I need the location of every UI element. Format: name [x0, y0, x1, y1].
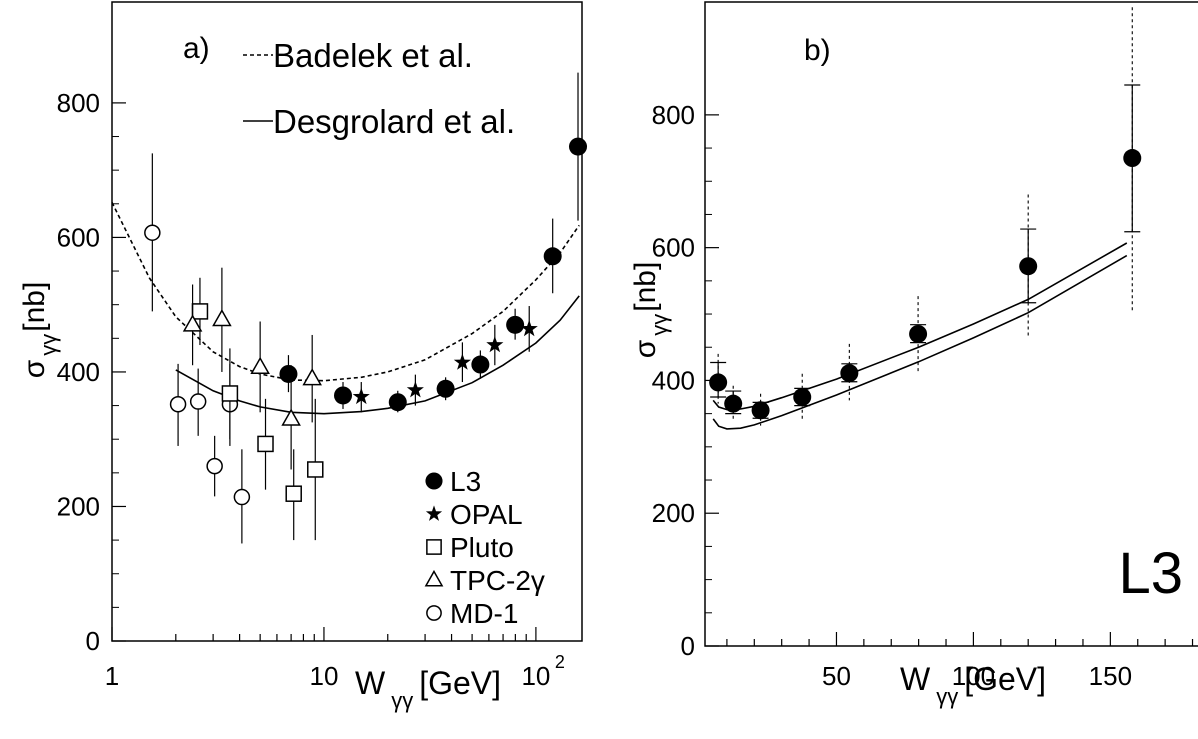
panel-b-point-l3: [724, 394, 743, 413]
panel-a-point-l3: [388, 393, 407, 412]
panel-b-annotation: L3: [1118, 541, 1183, 606]
panel-a-legend-label: Pluto: [450, 532, 514, 563]
panel-a-point-l3: [506, 315, 525, 334]
panel-a-point-opal: [352, 387, 370, 405]
panel-a-point-tpc2: [302, 368, 322, 386]
panel-a-xtick-label: 10: [309, 661, 338, 691]
panel-a-point-opal: [486, 336, 504, 353]
panel-a-xtick-label: 10: [521, 661, 550, 691]
panel-a-ytick-label: 800: [57, 88, 100, 118]
panel-b-xtick-label: 100: [952, 661, 995, 691]
panel-a-ytick-label: 200: [57, 491, 100, 521]
panel-a-yaxis-title: σγγ[nb]: [18, 282, 61, 379]
panel-a-point-pluto: [257, 435, 274, 453]
panel-a-point-md1: [189, 393, 207, 410]
panel-a-point-pluto: [191, 303, 209, 320]
panel-b-ytick-label: 800: [652, 100, 695, 130]
panel-a-point-l3: [471, 355, 490, 374]
panel-a-legend-marker: [424, 569, 444, 587]
panel-a-point-l3: [569, 137, 588, 156]
panel-a-point-l3: [543, 247, 562, 266]
panel-b-point-l3: [1123, 149, 1142, 168]
panel-a-curve-badelek: [111, 202, 580, 382]
panel-b-ytick-label: 600: [652, 233, 695, 263]
panel-a-point-tpc2: [212, 308, 232, 327]
panel-a-point-md1: [233, 488, 251, 506]
panel-a-legend-label: TPC-2γ: [450, 565, 545, 596]
panel-a-point-l3: [436, 379, 455, 398]
panel-a-legend-label: L3: [450, 466, 481, 497]
panel-a-yaxis-title-group: σγγ[nb]: [18, 282, 61, 379]
panel-a-legend-marker: [426, 605, 442, 621]
panel-b-ytick-label: 0: [681, 631, 695, 661]
panel-a-point-tpc2: [250, 356, 270, 374]
panel-b-point-l3: [1019, 257, 1038, 276]
panel-a-frame: [111, 1, 583, 642]
panel-a-ytick-label: 0: [86, 626, 100, 656]
panel-a-point-opal: [453, 353, 471, 370]
panel-b-xtick-label: 50: [822, 661, 851, 691]
panel-a-point-md1: [206, 457, 223, 475]
panel-b-curve-lower: [712, 254, 1128, 430]
panel-a-point-pluto: [307, 461, 324, 478]
panel-b-point-l3: [840, 364, 859, 383]
panel-b-frame: [704, 1, 1198, 647]
panel-a-point-l3: [334, 386, 353, 405]
panel-a-point-opal: [406, 381, 424, 398]
panel-a-xtick-exponent: 2: [555, 652, 565, 672]
panel-a-curve-legend-label: Desgrolard et al.: [273, 103, 515, 140]
panel-a-ytick-label: 600: [57, 222, 100, 252]
panel-b-point-l3: [909, 324, 928, 343]
panel-b-point-l3: [709, 373, 728, 392]
panel-b-yaxis-title-group: σγγ[nb]: [629, 262, 672, 359]
panel-b-ytick-label: 200: [652, 498, 695, 528]
panel-b-label: b): [804, 34, 831, 67]
panel-a-point-opal: [520, 319, 538, 337]
panel-a-point-md1: [169, 395, 187, 413]
panel-a-ytick-label: 400: [57, 357, 100, 387]
panel-a-legend-label: OPAL: [450, 499, 523, 530]
panel-b-xtick-label: 150: [1089, 661, 1132, 691]
panel-a-point-tpc2: [281, 408, 301, 426]
panel-a-label: a): [183, 32, 210, 65]
panel-a-curve-desgrolard: [175, 295, 580, 415]
panel-a-curve-legend-label: Badelek et al.: [273, 37, 473, 74]
panel-a-legend-label: MD-1: [450, 598, 518, 629]
panel-b-point-l3: [793, 388, 812, 407]
panel-a-legend-marker: [425, 472, 443, 490]
panel-a-legend-marker: [425, 505, 443, 521]
panel-a-point-pluto: [285, 485, 302, 502]
panel-a-xtick-label: 1: [105, 661, 119, 691]
panel-a-point-tpc2: [182, 314, 203, 332]
panel-b-curve-upper: [712, 242, 1128, 411]
panel-a-legend-marker: [426, 539, 442, 555]
panel-b-ytick-label: 400: [652, 365, 695, 395]
panel-a-point-pluto: [221, 385, 239, 402]
panel-a-point-l3: [279, 364, 298, 383]
panel-a-point-md1: [144, 224, 161, 241]
panel-b-point-l3: [751, 401, 770, 420]
panel-b-yaxis-title: σγγ[nb]: [629, 262, 672, 359]
